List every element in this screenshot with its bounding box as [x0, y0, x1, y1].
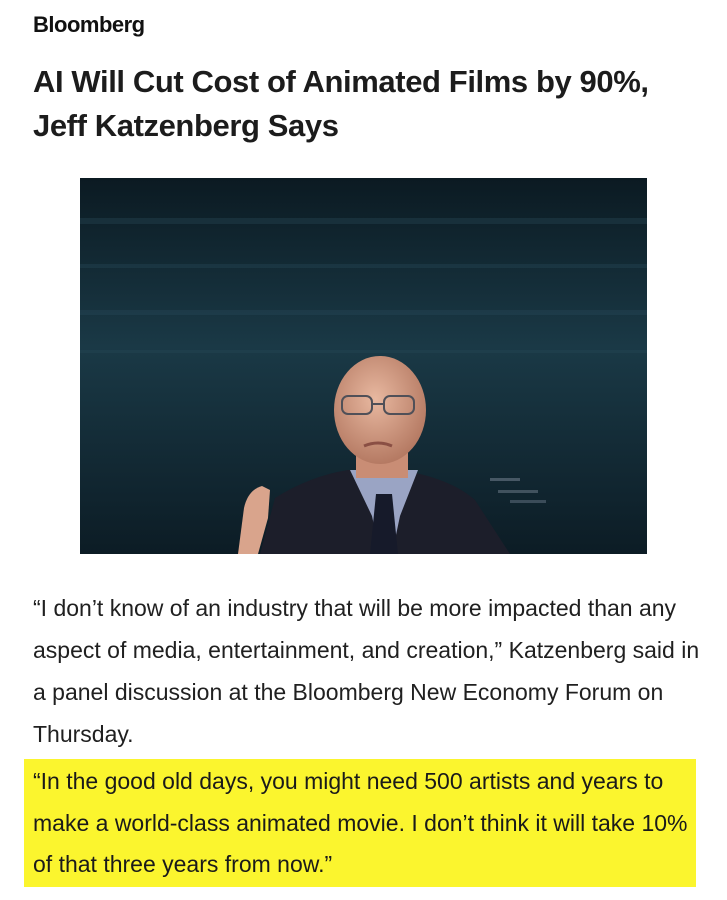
- article-photo: [80, 178, 647, 554]
- article-headline: AI Will Cut Cost of Animated Films by 90…: [33, 64, 649, 143]
- article-paragraph: “I don’t know of an industry that will b…: [33, 595, 700, 747]
- quote-highlight: [24, 759, 696, 887]
- highlighted-quote: “In the good old days, you might need 50…: [33, 768, 688, 877]
- brand-logo[interactable]: Bloomberg: [33, 12, 145, 37]
